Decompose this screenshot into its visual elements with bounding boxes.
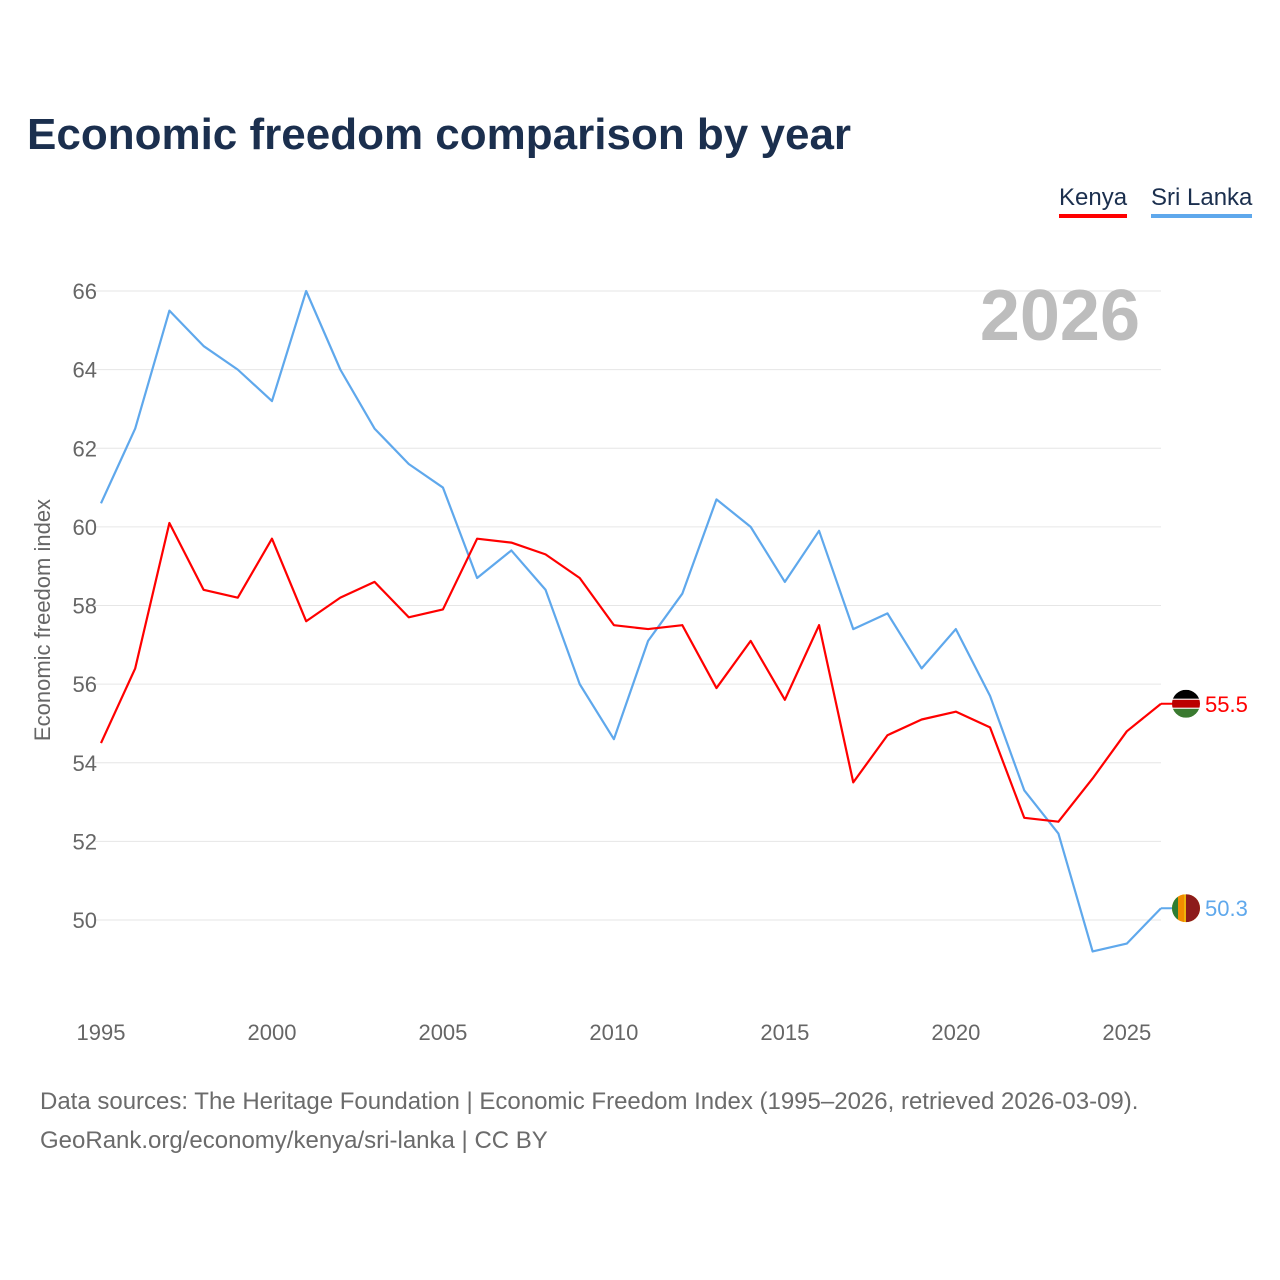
y-tick-label: 62 bbox=[73, 436, 97, 461]
y-axis-label: Economic freedom index bbox=[30, 499, 55, 741]
legend-sri-lanka[interactable]: Sri Lanka bbox=[1151, 184, 1253, 218]
series-line-sri-lanka bbox=[99, 289, 1162, 953]
y-tick-label: 50 bbox=[73, 908, 97, 933]
x-tick-label: 1995 bbox=[77, 1020, 126, 1045]
chart-title: Economic freedom comparison by year bbox=[27, 110, 852, 159]
kenya-flag-icon bbox=[1172, 689, 1200, 718]
y-tick-label: 52 bbox=[73, 829, 97, 854]
x-tick-label: 2000 bbox=[247, 1020, 296, 1045]
x-tick-label: 2025 bbox=[1102, 1020, 1151, 1045]
x-tick-label: 2020 bbox=[931, 1020, 980, 1045]
end-value-label: 55.5 bbox=[1205, 692, 1248, 717]
y-tick-label: 66 bbox=[73, 279, 97, 304]
year-watermark: 2026 bbox=[980, 276, 1140, 356]
sri-lanka-flag-icon bbox=[1172, 894, 1200, 923]
y-tick-label: 60 bbox=[73, 515, 97, 540]
y-tick-label: 58 bbox=[73, 594, 97, 619]
x-tick-label: 2010 bbox=[589, 1020, 638, 1045]
y-tick-label: 64 bbox=[73, 358, 97, 383]
legend-kenya[interactable]: Kenya bbox=[1059, 184, 1128, 218]
y-tick-label: 56 bbox=[73, 672, 97, 697]
x-tick-label: 2015 bbox=[760, 1020, 809, 1045]
x-tick-label: 2005 bbox=[418, 1020, 467, 1045]
source-note: Data sources: The Heritage Foundation | … bbox=[40, 1088, 1139, 1115]
series-line-kenya bbox=[99, 521, 1162, 823]
end-value-label: 50.3 bbox=[1205, 896, 1248, 921]
y-tick-label: 54 bbox=[73, 751, 97, 776]
source-link[interactable]: GeoRank.org/economy/kenya/sri-lanka | CC… bbox=[40, 1127, 548, 1154]
